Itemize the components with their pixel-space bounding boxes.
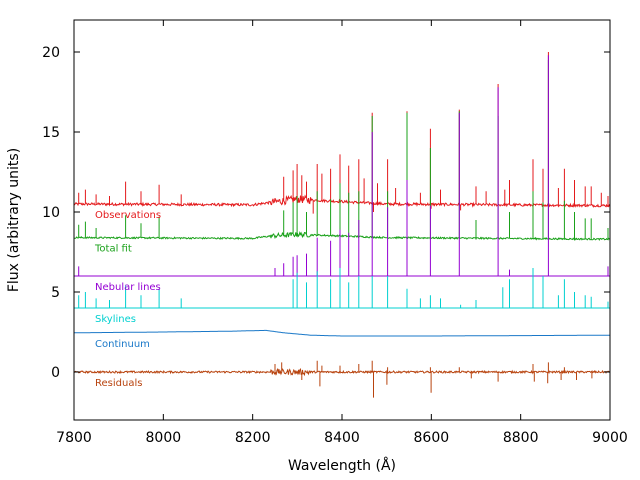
x-tick-label: 8400 (324, 430, 360, 446)
series-line-nebular-lines (74, 55, 610, 277)
series-label: Nebular lines (95, 282, 161, 293)
y-tick-label: 5 (51, 285, 60, 301)
y-tick-label: 15 (42, 125, 60, 141)
series-line-skylines (74, 268, 610, 309)
series-label: Residuals (95, 378, 142, 389)
series-label: Observations (95, 210, 161, 221)
x-tick-label: 8000 (146, 430, 182, 446)
series-labels: Observations Total fit Nebular lines Skylin… (94, 210, 161, 389)
series-label: Skylines (95, 314, 136, 325)
series-label: Continuum (95, 339, 150, 350)
series-line-total-fit (73, 60, 611, 241)
series-line-observations (73, 52, 611, 214)
x-tick-label: 8200 (235, 430, 271, 446)
x-tick-label: 9000 (592, 430, 628, 446)
plot-frame (73, 19, 611, 421)
x-tick-label: 7800 (56, 430, 92, 446)
series-line-residuals (73, 360, 611, 398)
y-tick-label: 20 (42, 45, 60, 61)
x-tick-label: 8600 (414, 430, 450, 446)
y-axis-title: Flux (arbitrary units) (6, 148, 22, 292)
y-tick-label: 10 (42, 205, 60, 221)
ticks-layer: 7800 8000 8200 8400 8600 8800 9000 0 5 10 15 20 (42, 20, 628, 446)
x-axis-title: Wavelength (Å) (288, 457, 396, 474)
x-tick-label: 8800 (503, 430, 539, 446)
series-label: Total fit (94, 244, 132, 255)
y-tick-label: 0 (51, 365, 60, 381)
series-layer (73, 52, 611, 398)
series-line-continuum (74, 329, 610, 337)
